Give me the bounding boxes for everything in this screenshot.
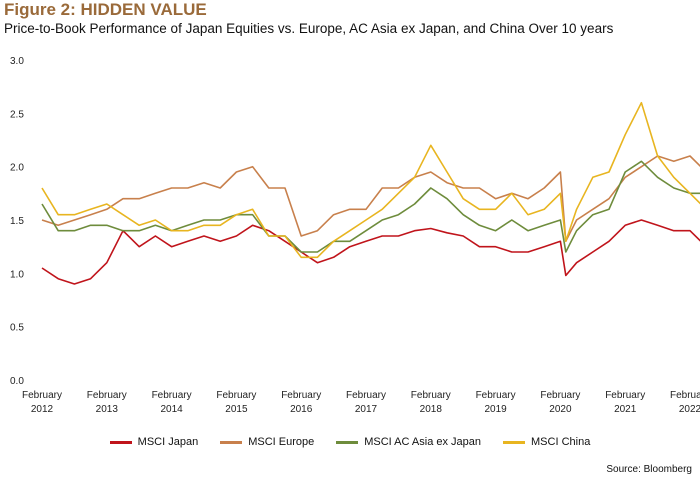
x-tick-label: 2021 [614,404,637,415]
x-tick-label: February [87,390,127,401]
x-tick-label: February [670,390,700,401]
series-line-0 [41,219,700,285]
x-tick-label: 2012 [31,404,54,415]
x-tick-label: 2017 [355,404,378,415]
figure-subtitle: Price-to-Book Performance of Japan Equit… [4,21,614,36]
x-tick-label: 2020 [549,404,572,415]
x-tick-label: February [346,390,386,401]
source-note: Source: Bloomberg [606,464,692,475]
legend-swatch-china [503,440,526,444]
x-tick-label: 2022 [679,404,700,415]
x-tick-label: February [476,390,516,401]
legend-swatch-asia [336,440,359,444]
y-tick-label: 3.0 [10,56,24,67]
x-tick-label: 2016 [290,404,313,415]
legend-swatch-japan [109,440,132,444]
legend-label-europe: MSCI Europe [248,436,315,448]
y-tick-label: 1.0 [10,269,24,280]
x-tick-label: 2018 [420,404,443,415]
x-tick-label: February [605,390,645,401]
series-line-1 [41,155,700,243]
series-line-3 [41,101,700,259]
y-tick-label: 0.0 [10,376,24,387]
y-tick-label: 2.5 [10,109,24,120]
x-tick-label: February [411,390,451,401]
x-tick-label: February [152,390,192,401]
legend-swatch-europe [220,440,243,444]
legend-label-asia: MSCI AC Asia ex Japan [364,436,482,448]
x-tick-label: February [540,390,580,401]
figure-title: Figure 2: HIDDEN VALUE [4,0,207,19]
legend-item-japan: MSCI Japan [109,436,199,448]
x-tick-label: 2014 [160,404,183,415]
x-tick-label: February [281,390,321,401]
legend-label-china: MSCI China [531,436,591,448]
x-tick-label: 2019 [484,404,507,415]
x-tick-label: February [22,390,62,401]
legend-label-japan: MSCI Japan [137,436,199,448]
y-tick-label: 2.0 [10,163,24,174]
legend-item-asia: MSCI AC Asia ex Japan [336,436,481,448]
legend-item-china: MSCI China [503,436,590,448]
y-tick-label: 1.5 [10,216,24,227]
x-tick-label: 2015 [225,404,248,415]
legend-item-europe: MSCI Europe [220,436,314,448]
series-line-2 [41,160,700,253]
x-tick-label: 2013 [96,404,119,415]
x-tick-label: February [216,390,256,401]
legend: MSCI Japan MSCI Europe MSCI AC Asia ex J… [0,436,700,448]
y-tick-label: 0.5 [10,323,24,334]
